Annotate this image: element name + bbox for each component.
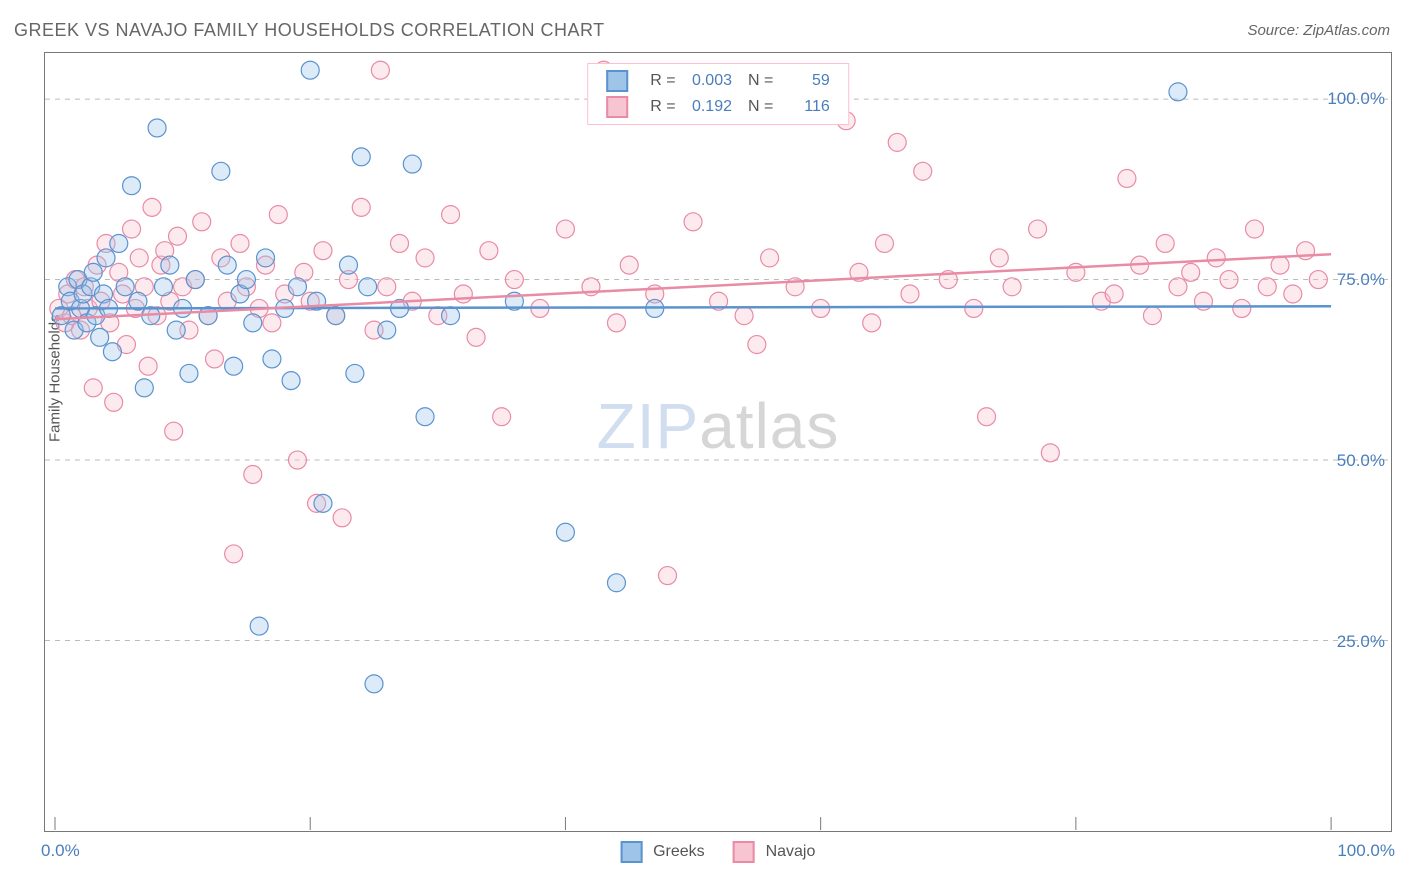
swatch-greeks-bottom: [621, 841, 643, 863]
scatter-svg: [45, 53, 1391, 831]
series-label-greeks: Greeks: [653, 843, 705, 860]
r-label: R =: [650, 98, 675, 115]
r-value-navajo: 0.192: [680, 98, 732, 116]
x-min-label: 0.0%: [41, 841, 80, 861]
y-tick-label: 50.0%: [1337, 451, 1385, 471]
legend-correlation: R = 0.003 N = 59 R = 0.192 N = 116: [587, 63, 849, 125]
swatch-navajo-bottom: [733, 841, 755, 863]
n-label: N =: [748, 72, 773, 89]
legend-item-greeks: Greeks: [621, 843, 709, 860]
legend-series: Greeks Navajo: [609, 841, 828, 863]
swatch-navajo: [606, 96, 628, 118]
n-value-navajo: 116: [778, 98, 830, 116]
y-tick-label: 100.0%: [1327, 89, 1385, 109]
swatch-greeks: [606, 70, 628, 92]
x-max-label: 100.0%: [1337, 841, 1395, 861]
y-tick-label: 75.0%: [1337, 270, 1385, 290]
plot-area: Family Households ZIPatlas R = 0.003 N =…: [44, 52, 1392, 832]
chart-title: GREEK VS NAVAJO FAMILY HOUSEHOLDS CORREL…: [14, 20, 605, 41]
r-label: R =: [650, 72, 675, 89]
series-label-navajo: Navajo: [766, 843, 816, 860]
source-attribution: Source: ZipAtlas.com: [1247, 22, 1390, 39]
n-value-greeks: 59: [778, 72, 830, 90]
legend-row-navajo: R = 0.192 N = 116: [598, 94, 838, 120]
y-tick-label: 25.0%: [1337, 632, 1385, 652]
legend-row-greeks: R = 0.003 N = 59: [598, 68, 838, 94]
legend-item-navajo: Navajo: [733, 843, 815, 860]
n-label: N =: [748, 98, 773, 115]
chart-frame: GREEK VS NAVAJO FAMILY HOUSEHOLDS CORREL…: [0, 0, 1406, 892]
r-value-greeks: 0.003: [680, 72, 732, 90]
